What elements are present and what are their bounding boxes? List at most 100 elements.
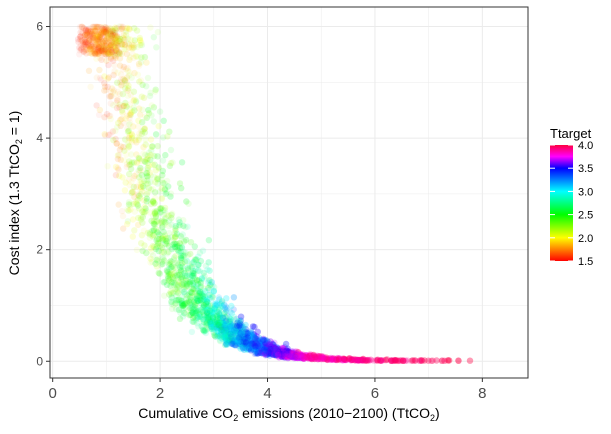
scatter-point bbox=[238, 335, 245, 343]
scatter-point bbox=[122, 115, 129, 122]
scatter-point bbox=[91, 32, 98, 39]
scatter-point bbox=[300, 355, 308, 362]
scatter-point bbox=[255, 346, 263, 354]
scatter-point bbox=[199, 293, 207, 300]
scatter-point bbox=[255, 348, 262, 355]
scatter-point bbox=[249, 330, 256, 337]
scatter-point bbox=[303, 352, 310, 360]
scatter-point bbox=[197, 290, 204, 298]
scatter-point bbox=[116, 37, 123, 45]
scatter-point bbox=[358, 357, 365, 364]
scatter-point bbox=[166, 291, 173, 298]
scatter-point bbox=[93, 36, 101, 43]
scatter-point bbox=[177, 233, 184, 240]
scatter-point bbox=[140, 197, 148, 204]
scatter-point bbox=[323, 354, 330, 361]
scatter-point bbox=[101, 29, 108, 36]
scatter-point bbox=[245, 334, 252, 341]
scatter-point bbox=[153, 242, 161, 249]
scatter-point bbox=[263, 345, 270, 352]
scatter-point bbox=[270, 350, 277, 357]
scatter-point bbox=[150, 220, 157, 227]
scatter-point bbox=[144, 159, 151, 167]
scatter-point bbox=[151, 199, 158, 207]
scatter-point bbox=[235, 343, 242, 350]
scatter-point bbox=[116, 101, 123, 108]
scatter-point bbox=[200, 309, 207, 316]
scatter-point bbox=[188, 278, 195, 285]
scatter-point bbox=[168, 245, 175, 253]
scatter-point bbox=[153, 243, 160, 250]
scatter-point bbox=[112, 163, 120, 171]
scatter-point bbox=[112, 44, 119, 51]
scatter-point bbox=[225, 335, 232, 342]
scatter-point bbox=[249, 333, 257, 340]
scatter-point bbox=[197, 293, 204, 300]
scatter-point bbox=[125, 40, 132, 47]
scatter-point bbox=[167, 159, 175, 167]
scatter-point bbox=[151, 161, 158, 168]
scatter-point bbox=[325, 356, 333, 363]
scatter-point bbox=[109, 27, 116, 34]
scatter-point bbox=[160, 245, 167, 252]
scatter-point bbox=[118, 25, 126, 32]
scatter-point bbox=[318, 354, 326, 361]
scatter-point bbox=[253, 345, 261, 353]
scatter-point bbox=[230, 294, 238, 301]
scatter-point bbox=[190, 281, 197, 288]
scatter-point bbox=[107, 30, 114, 37]
scatter-point bbox=[231, 322, 239, 329]
scatter-point bbox=[252, 346, 259, 353]
scatter-point bbox=[378, 357, 385, 364]
scatter-point bbox=[205, 237, 213, 244]
scatter-point bbox=[222, 324, 229, 331]
scatter-point bbox=[139, 119, 146, 126]
plot-background bbox=[50, 7, 528, 378]
scatter-point bbox=[278, 347, 285, 355]
scatter-point bbox=[180, 267, 187, 274]
scatter-point bbox=[283, 348, 290, 355]
scatter-point bbox=[283, 349, 290, 356]
scatter-point bbox=[134, 71, 142, 78]
scatter-point bbox=[86, 36, 94, 43]
scatter-point bbox=[252, 343, 259, 350]
scatter-point bbox=[138, 93, 145, 100]
scatter-point bbox=[240, 331, 247, 339]
scatter-point bbox=[110, 29, 117, 36]
scatter-point bbox=[126, 182, 133, 189]
scatter-point bbox=[90, 45, 97, 53]
scatter-point bbox=[205, 279, 212, 287]
scatter-point bbox=[262, 344, 270, 351]
legend-tick-label: 2.5 bbox=[578, 210, 593, 222]
scatter-point bbox=[103, 57, 110, 64]
scatter-point bbox=[266, 341, 273, 348]
scatter-point bbox=[173, 286, 180, 293]
scatter-point bbox=[167, 282, 174, 290]
scatter-point bbox=[115, 166, 122, 173]
scatter-point bbox=[290, 353, 297, 360]
legend: Ttarget 4.03.53.02.52.01.5 bbox=[550, 126, 593, 268]
scatter-point bbox=[120, 31, 127, 39]
scatter-point bbox=[102, 26, 110, 33]
scatter-point bbox=[235, 342, 243, 349]
scatter-point bbox=[268, 347, 275, 354]
scatter-point bbox=[81, 38, 88, 46]
scatter-point bbox=[226, 330, 233, 337]
scatter-point bbox=[182, 310, 189, 318]
scatter-point bbox=[155, 165, 163, 172]
scatter-point bbox=[336, 356, 343, 364]
scatter-point bbox=[244, 340, 252, 347]
scatter-point bbox=[141, 53, 149, 61]
scatter-point bbox=[291, 354, 299, 361]
scatter-point bbox=[234, 336, 241, 343]
scatter-point bbox=[158, 176, 165, 184]
scatter-point bbox=[209, 314, 217, 321]
scatter-point bbox=[112, 32, 119, 39]
scatter-point bbox=[274, 351, 282, 359]
scatter-point bbox=[255, 346, 262, 353]
scatter-point bbox=[380, 357, 387, 364]
scatter-point bbox=[271, 349, 278, 357]
scatter-point bbox=[239, 334, 246, 341]
scatter-point bbox=[416, 357, 424, 364]
legend-tick-label: 1.5 bbox=[578, 256, 593, 268]
